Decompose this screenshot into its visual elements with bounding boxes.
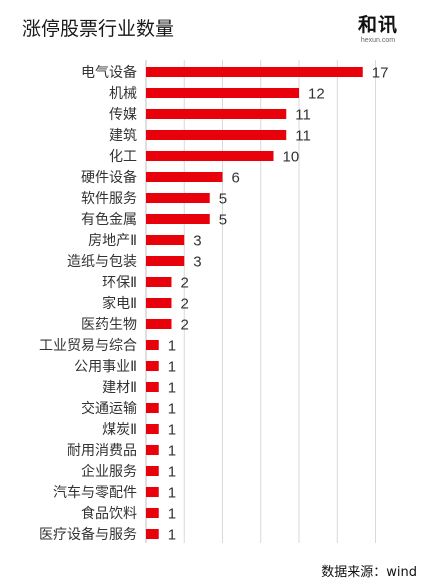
grid-lines xyxy=(183,60,376,543)
category-label: 食品饮料 xyxy=(81,505,137,522)
bar xyxy=(146,109,287,119)
value-label: 3 xyxy=(193,254,201,271)
category-label: 公用事业Ⅱ xyxy=(74,359,137,375)
category-label: 煤炭Ⅱ xyxy=(102,422,137,438)
category-label: 传媒 xyxy=(109,107,137,123)
bar xyxy=(146,88,299,98)
bar xyxy=(146,214,210,224)
category-label: 建材Ⅱ xyxy=(102,380,137,396)
category-label: 机械 xyxy=(109,86,137,102)
bar xyxy=(146,466,159,476)
value-label: 5 xyxy=(219,212,227,229)
value-label: 3 xyxy=(193,233,201,250)
bar xyxy=(146,172,223,182)
bar xyxy=(146,193,210,203)
category-label: 家电Ⅱ xyxy=(102,295,137,312)
bar xyxy=(146,487,159,497)
category-label: 房地产Ⅱ xyxy=(88,233,137,249)
value-label: 1 xyxy=(168,401,176,418)
category-label: 交通运输 xyxy=(81,400,137,417)
logo-domain: hexun.com xyxy=(360,37,396,44)
bar xyxy=(146,67,363,77)
value-label: 12 xyxy=(308,86,325,103)
value-label: 1 xyxy=(168,338,176,355)
value-label: 1 xyxy=(168,422,176,439)
value-label: 6 xyxy=(232,170,240,187)
bar xyxy=(146,361,159,371)
category-label: 有色金属 xyxy=(81,211,137,228)
category-label: 软件服务 xyxy=(81,191,137,207)
value-label: 1 xyxy=(168,506,176,523)
bars xyxy=(146,67,363,539)
bar xyxy=(146,508,159,518)
bar xyxy=(146,235,185,245)
value-label: 1 xyxy=(168,464,176,481)
value-label: 5 xyxy=(219,191,227,208)
hexun-logo: 和讯 hexun.com xyxy=(355,14,401,45)
bar xyxy=(146,151,274,161)
bar xyxy=(146,130,287,140)
bar xyxy=(146,277,172,287)
bar xyxy=(146,382,159,392)
category-label: 环保Ⅱ xyxy=(102,275,137,291)
value-label: 2 xyxy=(181,317,189,334)
category-label: 硬件设备 xyxy=(81,169,137,186)
bar xyxy=(146,256,185,266)
category-label: 工业贸易与综合 xyxy=(39,338,137,354)
value-label: 1 xyxy=(168,527,176,544)
bar xyxy=(146,445,159,455)
category-label: 耐用消费品 xyxy=(67,443,137,459)
chart-title: 涨停股票行业数量 xyxy=(22,18,175,40)
bar xyxy=(146,340,159,350)
value-label: 17 xyxy=(372,65,389,82)
bar xyxy=(146,529,159,539)
category-label: 造纸与包装 xyxy=(67,254,137,270)
value-label: 2 xyxy=(181,296,189,313)
value-label: 11 xyxy=(295,107,311,124)
value-label: 1 xyxy=(168,380,176,397)
category-label: 企业服务 xyxy=(81,463,137,480)
value-label: 1 xyxy=(168,359,176,376)
logo-mark: 和讯 xyxy=(357,14,398,36)
data-source: 数据来源：wind xyxy=(321,565,417,580)
category-label: 化工 xyxy=(109,149,137,165)
category-label: 汽车与零配件 xyxy=(53,484,137,501)
value-label: 11 xyxy=(295,128,311,145)
category-label: 医药生物 xyxy=(81,317,137,333)
value-label: 1 xyxy=(168,443,176,460)
category-label: 建筑 xyxy=(109,128,137,144)
value-label: 2 xyxy=(181,275,189,292)
bar xyxy=(146,319,172,329)
value-label: 10 xyxy=(283,149,300,166)
bar xyxy=(146,298,172,308)
category-label: 电气设备 xyxy=(81,64,137,81)
bar xyxy=(146,403,159,413)
bar xyxy=(146,424,159,434)
value-label: 1 xyxy=(168,485,176,502)
category-label: 医疗设备与服务 xyxy=(39,526,137,543)
